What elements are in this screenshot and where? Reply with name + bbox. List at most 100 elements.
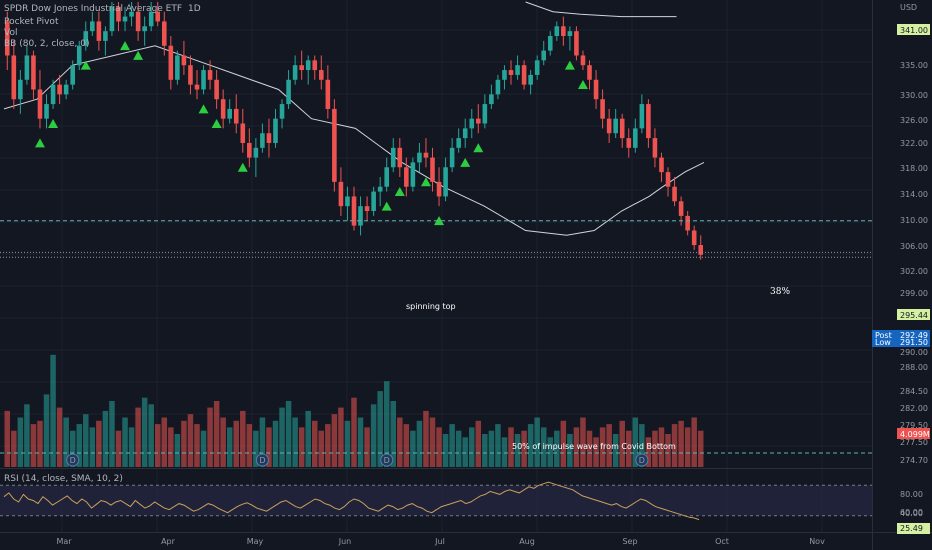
- volume-bar: [495, 424, 501, 467]
- price-tick-label: 306.00: [900, 242, 928, 251]
- candle-body: [129, 11, 134, 17]
- volume-bar: [599, 427, 606, 467]
- candle-body: [4, 21, 10, 56]
- volume-bar: [102, 410, 109, 467]
- dividend-marker: [66, 453, 80, 467]
- rsi-line: [3, 481, 700, 521]
- candle-body: [449, 147, 455, 168]
- candle-body: [646, 104, 651, 139]
- volume-bar: [560, 420, 567, 467]
- symbol-name[interactable]: SPDR Dow Jones Industrial Average ETF: [4, 4, 183, 14]
- rsi-tick-label: 40.00: [900, 509, 923, 518]
- price-tick-label: 288.00: [900, 363, 928, 372]
- candle-body: [410, 162, 416, 187]
- volume-bar: [534, 417, 540, 467]
- volume-bar: [338, 407, 344, 467]
- bb-upper-line: [525, 1, 677, 18]
- volume-bar: [148, 404, 154, 467]
- post-label: Post: [875, 331, 892, 340]
- candle-body: [240, 123, 246, 143]
- candle-body: [600, 99, 605, 119]
- volume-bar: [331, 414, 338, 467]
- indicator-bollinger[interactable]: BB (80, 2, close, 0): [4, 39, 90, 49]
- candle-body: [672, 186, 677, 202]
- volume-bar: [482, 434, 488, 467]
- volume-bar: [665, 434, 671, 467]
- volume-bar: [141, 397, 148, 467]
- candle-body: [194, 84, 200, 90]
- horizontal-levels: [0, 220, 872, 454]
- candle-body: [371, 191, 376, 212]
- volume-bar: [298, 427, 305, 467]
- pocket-pivot-marker: [564, 60, 575, 70]
- candle-body: [11, 55, 17, 100]
- price-tick-label: 282.00: [900, 404, 928, 413]
- candle-body: [358, 206, 363, 226]
- pocket-pivot-marker: [48, 118, 59, 128]
- pane-divider: [0, 468, 872, 469]
- candle-body: [207, 70, 213, 80]
- candle-body: [103, 31, 108, 41]
- volume-bar: [96, 420, 102, 467]
- volume-bar: [318, 430, 325, 467]
- candle-body: [299, 65, 304, 71]
- candle-body: [253, 147, 259, 158]
- indicator-pocket-pivot[interactable]: Pocket Pivot: [4, 17, 59, 27]
- volume-bar: [521, 430, 527, 467]
- pocket-pivot-marker: [211, 118, 222, 128]
- price-tick-label: 322.00: [900, 139, 928, 148]
- dividend-marker-label: D: [384, 456, 390, 465]
- candle-body: [116, 6, 121, 22]
- price-axis[interactable]: 335.00 330.00 326.00 322.00 318.00 314.00 310.…: [872, 3, 930, 534]
- volume-bar: [567, 434, 573, 467]
- pocket-pivot-marker: [34, 138, 45, 148]
- pocket-pivot-marker: [237, 162, 248, 172]
- candle-body: [665, 172, 671, 187]
- timeframe-label[interactable]: 1D: [188, 4, 201, 14]
- volume-bar: [305, 410, 311, 467]
- candle-body: [227, 108, 232, 119]
- volume-bar: [115, 430, 122, 467]
- candle-body: [83, 31, 89, 46]
- candle-body: [90, 21, 95, 32]
- candle-body: [135, 11, 141, 32]
- indicator-volume[interactable]: Vol: [4, 28, 18, 38]
- candle-body: [502, 70, 507, 80]
- volume-bar: [312, 420, 318, 467]
- volume-bar: [547, 437, 554, 467]
- time-axis[interactable]: Mar Apr May Jun Jul Aug Sep Oct Nov: [56, 537, 825, 546]
- rsi-tick-label: 60.00: [900, 508, 923, 517]
- candle-body: [495, 79, 501, 95]
- candle-body: [168, 45, 174, 80]
- volume-tag: 4.099M: [900, 430, 930, 439]
- volume-bar: [56, 407, 63, 467]
- time-tick-label: Jun: [338, 537, 352, 546]
- candle-body: [541, 50, 547, 61]
- candle-body: [266, 133, 272, 143]
- volume-bar: [76, 424, 82, 467]
- candle-body: [292, 65, 298, 80]
- candle-body: [678, 201, 684, 216]
- candle-body: [377, 186, 383, 192]
- volume-bar: [220, 417, 226, 467]
- price-tick-label: 335.00: [900, 61, 928, 70]
- volume-bars: [4, 354, 704, 467]
- candle-body: [606, 118, 612, 134]
- volume-bar: [213, 401, 220, 467]
- volume-bar: [397, 417, 403, 467]
- candle-body: [404, 167, 409, 187]
- candle-body: [31, 55, 36, 90]
- indicator-rsi[interactable]: RSI (14, close, SMA, 10, 2): [4, 474, 123, 484]
- candle-body: [593, 79, 599, 100]
- volume-bar: [403, 424, 410, 467]
- volume-bar: [554, 430, 560, 467]
- volume-bar: [83, 414, 89, 467]
- rsi-tick-label: 80.00: [900, 490, 923, 499]
- volume-bar: [285, 401, 292, 467]
- volume-bar: [154, 424, 161, 467]
- volume-bar: [619, 420, 625, 467]
- symbol-legend[interactable]: SPDR Dow Jones Industrial Average ETF 1D: [4, 4, 207, 14]
- volume-bar: [678, 420, 684, 467]
- volume-bar: [488, 430, 495, 467]
